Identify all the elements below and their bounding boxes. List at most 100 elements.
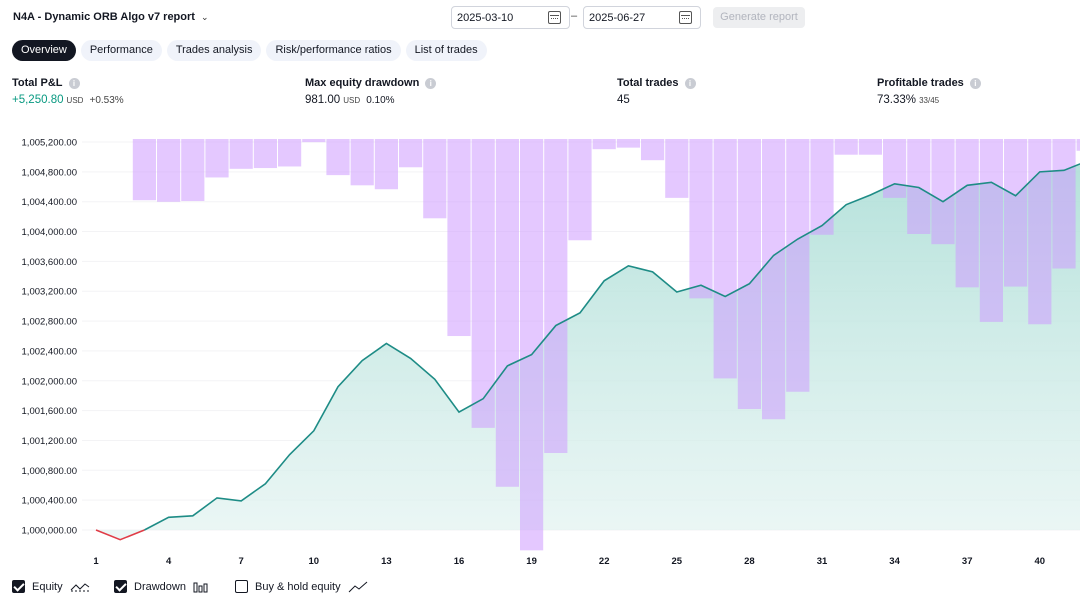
drawdown-bar xyxy=(931,139,955,245)
x-tick-label: 40 xyxy=(1035,556,1046,567)
drawdown-bar xyxy=(689,139,713,299)
stat-total-trades: Total trades i 45 xyxy=(617,77,696,106)
drawdown-bar xyxy=(616,139,640,148)
y-tick-label: 1,002,000.00 xyxy=(22,376,77,387)
generate-report-button[interactable]: Generate report xyxy=(713,7,805,28)
drawdown-bar xyxy=(810,139,834,235)
stat-percent: +0.53% xyxy=(89,95,124,106)
report-title-dropdown[interactable]: N4A - Dynamic ORB Algo v7 report ⌄ xyxy=(13,11,209,23)
equity-drawdown-chart: 1,000,000.00 1,000,400.00 1,000,800.00 1,00… xyxy=(22,138,1080,567)
y-tick-label: 1,000,000.00 xyxy=(22,526,77,537)
x-tick-label: 7 xyxy=(239,556,244,567)
x-tick-label: 10 xyxy=(309,556,320,567)
report-tabs: Overview Performance Trades analysis Ris… xyxy=(12,40,487,61)
stat-total-pnl: Total P&L i +5,250.80 USD +0.53% xyxy=(12,77,124,106)
drawdown-bar xyxy=(858,139,882,155)
info-icon[interactable]: i xyxy=(68,77,80,89)
stat-label: Total P&L xyxy=(12,77,63,89)
drawdown-bar xyxy=(1076,139,1080,151)
equity-line-negative xyxy=(95,529,145,541)
y-tick-label: 1,003,600.00 xyxy=(22,257,77,268)
x-tick-label: 19 xyxy=(526,556,537,567)
x-tick-label: 31 xyxy=(817,556,828,567)
legend-drawdown-label: Drawdown xyxy=(134,580,186,593)
info-icon[interactable]: i xyxy=(684,77,696,89)
x-tick-label: 16 xyxy=(454,556,465,567)
info-icon[interactable]: i xyxy=(425,77,437,89)
drawdown-bar xyxy=(979,139,1003,322)
date-separator: – xyxy=(571,10,578,22)
drawdown-bar xyxy=(302,139,326,143)
drawdown-bar xyxy=(181,139,205,202)
drawdown-checkbox[interactable] xyxy=(114,580,127,593)
calendar-icon[interactable] xyxy=(548,11,561,24)
x-tick-label: 34 xyxy=(889,556,900,567)
tab-trades-analysis[interactable]: Trades analysis xyxy=(166,40,262,61)
start-date-field[interactable]: 2025-03-10 xyxy=(451,6,570,29)
drawdown-bar xyxy=(883,139,907,198)
drawdown-bar xyxy=(399,139,423,168)
drawdown-bar xyxy=(205,139,229,178)
equity-area xyxy=(96,163,1080,540)
y-tick-label: 1,002,400.00 xyxy=(22,346,77,357)
y-tick-label: 1,002,800.00 xyxy=(22,317,77,328)
stat-value: +5,250.80 xyxy=(12,94,64,106)
tab-risk-performance-ratios[interactable]: Risk/performance ratios xyxy=(266,40,401,61)
legend-buyhold-label: Buy & hold equity xyxy=(255,580,341,593)
drawdown-bar xyxy=(737,139,761,410)
stat-unit: USD xyxy=(66,96,84,105)
drawdown-bar xyxy=(132,139,156,201)
chevron-down-icon: ⌄ xyxy=(200,11,209,22)
legend-equity[interactable]: Equity xyxy=(12,580,90,593)
calendar-icon[interactable] xyxy=(679,11,692,24)
x-tick-label: 28 xyxy=(744,556,755,567)
equity-checkbox[interactable] xyxy=(12,580,25,593)
stat-label: Profitable trades xyxy=(877,77,964,89)
legend-drawdown[interactable]: Drawdown xyxy=(114,580,209,593)
report-title: N4A - Dynamic ORB Algo v7 report xyxy=(13,11,195,23)
stat-label: Max equity drawdown xyxy=(305,77,420,89)
buy-hold-checkbox[interactable] xyxy=(235,580,248,593)
drawdown-bar xyxy=(495,139,519,487)
x-tick-label: 13 xyxy=(381,556,392,567)
equity-line-icon xyxy=(70,582,89,591)
end-date-field[interactable]: 2025-06-27 xyxy=(583,6,701,29)
x-tick-label: 1 xyxy=(93,556,99,567)
drawdown-bar xyxy=(1004,139,1028,287)
drawdown-bar xyxy=(762,139,786,420)
y-tick-label: 1,001,200.00 xyxy=(22,436,77,447)
stat-value: 45 xyxy=(617,94,630,106)
stat-percent: 0.10% xyxy=(366,95,395,106)
equity-line xyxy=(144,163,1080,531)
x-tick-label: 22 xyxy=(599,556,610,567)
report-header: N4A - Dynamic ORB Algo v7 report ⌄ 2025-… xyxy=(0,0,1080,36)
y-tick-label: 1,004,800.00 xyxy=(22,167,77,178)
stat-value: 73.33% xyxy=(877,94,917,106)
drawdown-bar xyxy=(229,139,253,169)
start-date-value: 2025-03-10 xyxy=(457,12,514,24)
drawdown-bar xyxy=(278,139,302,167)
info-icon[interactable]: i xyxy=(969,77,981,89)
drawdown-bar xyxy=(834,139,858,155)
drawdown-bar xyxy=(157,139,181,202)
drawdown-bar xyxy=(955,139,979,288)
y-tick-label: 1,000,800.00 xyxy=(22,466,77,477)
y-tick-label: 1,005,200.00 xyxy=(22,138,77,149)
stat-label: Total trades xyxy=(617,77,679,89)
stat-profitable-trades: Profitable trades i 73.33% 33/45 xyxy=(877,77,981,106)
drawdown-bar xyxy=(471,139,495,428)
y-tick-label: 1,000,400.00 xyxy=(22,496,77,507)
legend-buy-hold[interactable]: Buy & hold equity xyxy=(235,580,368,593)
stat-max-drawdown: Max equity drawdown i 981.00 USD 0.10% xyxy=(305,77,437,106)
y-tick-label: 1,004,400.00 xyxy=(22,197,77,208)
x-tick-label: 37 xyxy=(962,556,973,567)
tab-list-of-trades[interactable]: List of trades xyxy=(405,40,487,61)
drawdown-bar xyxy=(350,139,374,186)
drawdown-bar xyxy=(907,139,931,234)
drawdown-bar xyxy=(423,139,447,219)
tab-overview[interactable]: Overview xyxy=(12,40,76,61)
tab-performance[interactable]: Performance xyxy=(80,40,162,61)
stat-ratio: 33/45 xyxy=(919,96,940,105)
y-tick-label: 1,001,600.00 xyxy=(22,406,77,417)
stat-value: 981.00 xyxy=(305,94,341,106)
